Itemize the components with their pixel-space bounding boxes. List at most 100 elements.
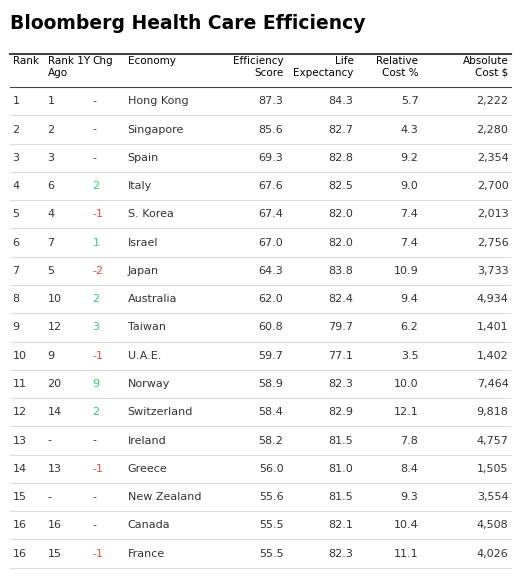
Text: 2,700: 2,700 bbox=[477, 181, 508, 191]
Text: 3: 3 bbox=[13, 153, 19, 163]
Text: 9: 9 bbox=[47, 351, 55, 361]
Text: 20: 20 bbox=[47, 379, 61, 389]
Text: 81.5: 81.5 bbox=[329, 436, 353, 445]
Text: 13: 13 bbox=[47, 464, 61, 474]
Text: France: France bbox=[128, 549, 165, 559]
Text: Economy: Economy bbox=[128, 56, 176, 66]
Text: 82.9: 82.9 bbox=[328, 407, 353, 417]
Text: 3,733: 3,733 bbox=[477, 266, 508, 276]
Text: 82.5: 82.5 bbox=[329, 181, 353, 191]
Text: U.A.E.: U.A.E. bbox=[128, 351, 161, 361]
Text: 4.3: 4.3 bbox=[401, 125, 418, 134]
Text: 82.0: 82.0 bbox=[329, 238, 353, 248]
Text: 81.0: 81.0 bbox=[329, 464, 353, 474]
Text: 7.8: 7.8 bbox=[401, 436, 418, 445]
Text: 67.6: 67.6 bbox=[258, 181, 283, 191]
Text: Israel: Israel bbox=[128, 238, 158, 248]
Text: 3,554: 3,554 bbox=[477, 492, 508, 502]
Text: 2: 2 bbox=[47, 125, 55, 134]
Text: 2,354: 2,354 bbox=[477, 153, 508, 163]
Text: 82.3: 82.3 bbox=[329, 379, 353, 389]
Text: 2,013: 2,013 bbox=[477, 209, 508, 219]
Text: -: - bbox=[93, 436, 96, 445]
Text: 58.9: 58.9 bbox=[258, 379, 283, 389]
Text: Norway: Norway bbox=[128, 379, 170, 389]
Text: 15: 15 bbox=[47, 549, 61, 559]
Text: 6.2: 6.2 bbox=[401, 323, 418, 332]
Text: Singapore: Singapore bbox=[128, 125, 184, 134]
Text: 15: 15 bbox=[13, 492, 27, 502]
Text: Italy: Italy bbox=[128, 181, 152, 191]
Text: 58.4: 58.4 bbox=[258, 407, 283, 417]
Text: Rank: Rank bbox=[13, 56, 39, 66]
Text: 1: 1 bbox=[13, 96, 19, 106]
Text: 79.7: 79.7 bbox=[328, 323, 353, 332]
Text: 82.8: 82.8 bbox=[328, 153, 353, 163]
Text: 9.0: 9.0 bbox=[401, 181, 418, 191]
Text: -: - bbox=[93, 125, 96, 134]
Text: 16: 16 bbox=[47, 520, 61, 530]
Text: 7: 7 bbox=[47, 238, 55, 248]
Text: 2,222: 2,222 bbox=[477, 96, 508, 106]
Text: 6: 6 bbox=[47, 181, 55, 191]
Text: 64.3: 64.3 bbox=[258, 266, 283, 276]
Text: 7.4: 7.4 bbox=[401, 209, 418, 219]
Text: Bloomberg Health Care Efficiency: Bloomberg Health Care Efficiency bbox=[10, 14, 366, 33]
Text: -: - bbox=[47, 436, 52, 445]
Text: 10: 10 bbox=[47, 294, 61, 304]
Text: 60.8: 60.8 bbox=[258, 323, 283, 332]
Text: Absolute
Cost $: Absolute Cost $ bbox=[463, 56, 508, 77]
Text: 9.4: 9.4 bbox=[401, 294, 418, 304]
Text: 11: 11 bbox=[13, 379, 27, 389]
Text: Greece: Greece bbox=[128, 464, 167, 474]
Text: 56.0: 56.0 bbox=[259, 464, 283, 474]
Text: 3: 3 bbox=[93, 323, 100, 332]
Text: -2: -2 bbox=[93, 266, 104, 276]
Text: Rank 1Y
Ago: Rank 1Y Ago bbox=[47, 56, 90, 77]
Text: 3.5: 3.5 bbox=[401, 351, 418, 361]
Text: 9: 9 bbox=[93, 379, 100, 389]
Text: New Zealand: New Zealand bbox=[128, 492, 201, 502]
Text: 10.4: 10.4 bbox=[394, 520, 418, 530]
Text: -1: -1 bbox=[93, 209, 104, 219]
Text: 1,402: 1,402 bbox=[477, 351, 508, 361]
Text: Canada: Canada bbox=[128, 520, 170, 530]
Text: 2: 2 bbox=[13, 125, 20, 134]
Text: 85.6: 85.6 bbox=[258, 125, 283, 134]
Text: 1,505: 1,505 bbox=[477, 464, 508, 474]
Text: 9.3: 9.3 bbox=[401, 492, 418, 502]
Text: -: - bbox=[93, 492, 96, 502]
Text: 4,934: 4,934 bbox=[477, 294, 508, 304]
Text: 2,280: 2,280 bbox=[477, 125, 508, 134]
Text: 16: 16 bbox=[13, 520, 27, 530]
Text: 6: 6 bbox=[13, 238, 19, 248]
Text: 84.3: 84.3 bbox=[329, 96, 353, 106]
Text: Life
Expectancy: Life Expectancy bbox=[293, 56, 353, 77]
Text: 4,508: 4,508 bbox=[477, 520, 508, 530]
Text: -: - bbox=[47, 492, 52, 502]
Text: 59.7: 59.7 bbox=[258, 351, 283, 361]
Text: Hong Kong: Hong Kong bbox=[128, 96, 188, 106]
Text: 4: 4 bbox=[47, 209, 55, 219]
Text: 7.4: 7.4 bbox=[401, 238, 418, 248]
Text: 55.5: 55.5 bbox=[259, 549, 283, 559]
Text: 5: 5 bbox=[47, 266, 55, 276]
Text: 5.7: 5.7 bbox=[401, 96, 418, 106]
Text: 5: 5 bbox=[13, 209, 19, 219]
Text: 82.1: 82.1 bbox=[329, 520, 353, 530]
Text: 8.4: 8.4 bbox=[401, 464, 418, 474]
Text: 9.2: 9.2 bbox=[401, 153, 418, 163]
Text: 9: 9 bbox=[13, 323, 20, 332]
Text: -1: -1 bbox=[93, 351, 104, 361]
Text: 2: 2 bbox=[93, 181, 100, 191]
Text: 3: 3 bbox=[47, 153, 55, 163]
Text: 55.5: 55.5 bbox=[259, 520, 283, 530]
Text: 4,757: 4,757 bbox=[477, 436, 508, 445]
Text: 11.1: 11.1 bbox=[394, 549, 418, 559]
Text: 12.1: 12.1 bbox=[394, 407, 418, 417]
Text: 62.0: 62.0 bbox=[258, 294, 283, 304]
Text: 1: 1 bbox=[93, 238, 100, 248]
Text: 12: 12 bbox=[13, 407, 27, 417]
Text: 14: 14 bbox=[13, 464, 27, 474]
Text: Chg: Chg bbox=[93, 56, 113, 66]
